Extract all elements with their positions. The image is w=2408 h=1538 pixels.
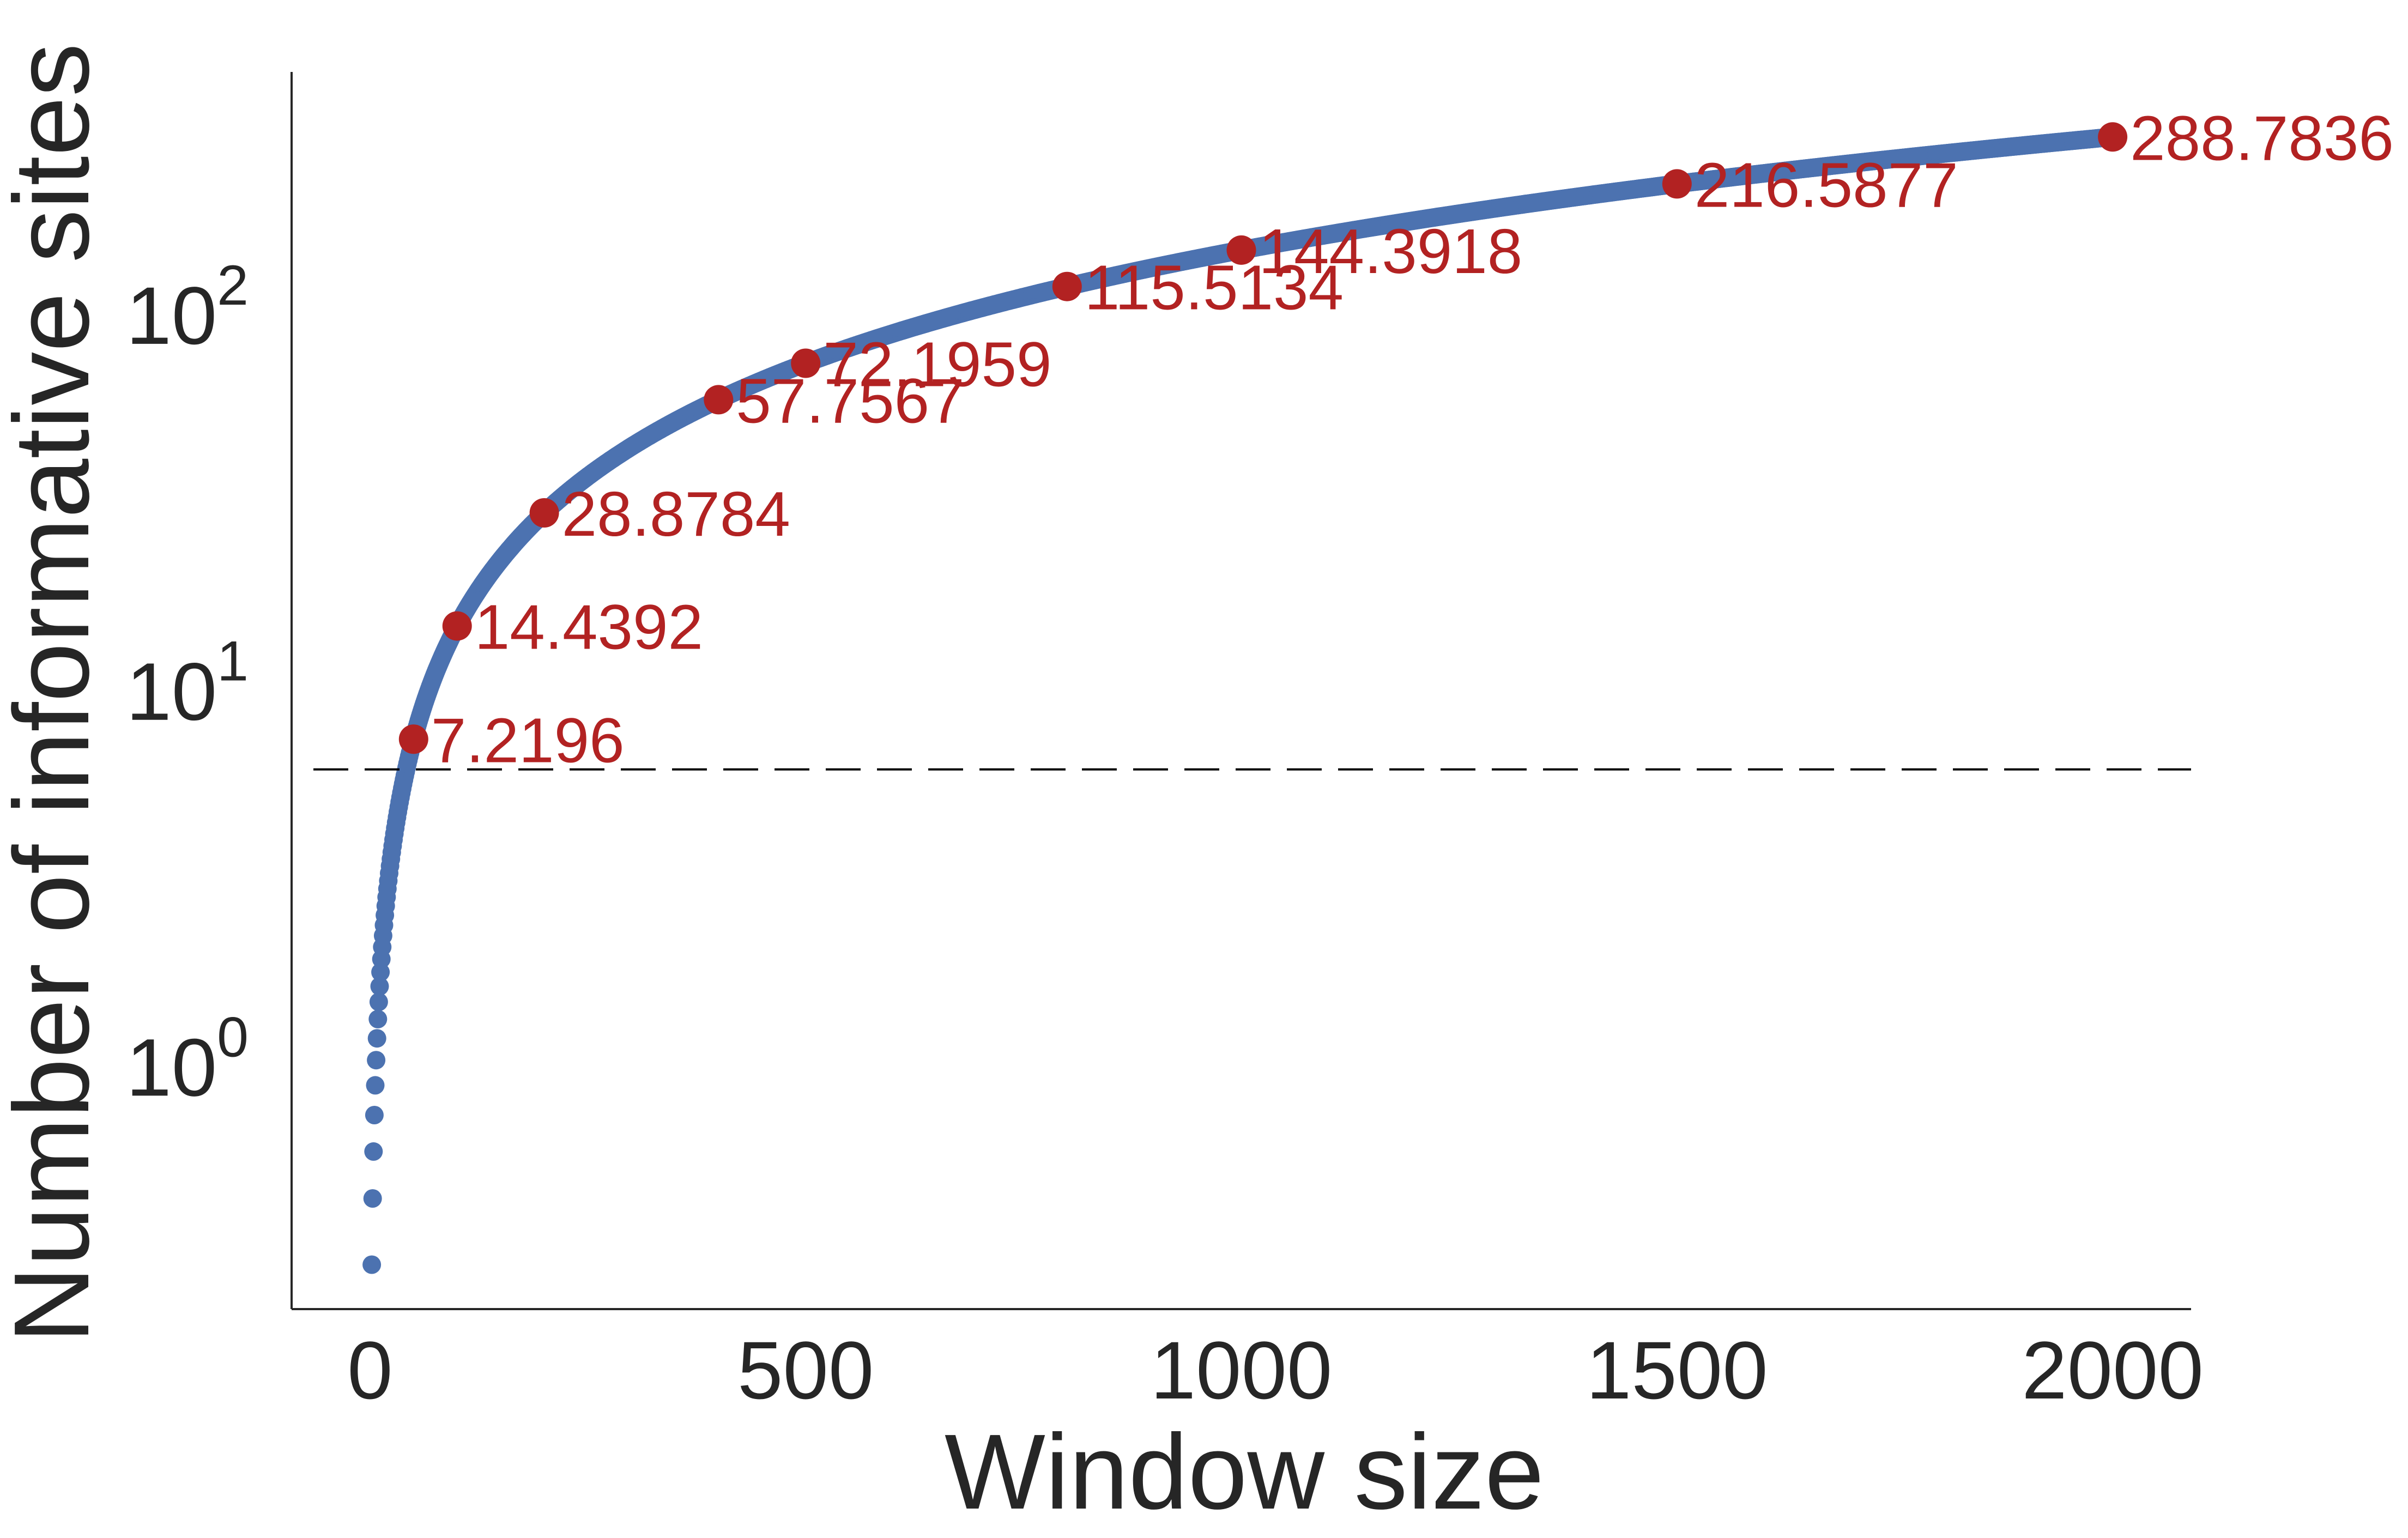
- x-tick-labels: 0 500 1000 1500 2000: [347, 1324, 2204, 1416]
- data-point-red: [1662, 169, 1692, 199]
- data-label: 7.2196: [431, 705, 625, 776]
- y-tick-base: 10: [126, 270, 217, 361]
- data-point-blue: [367, 1051, 386, 1070]
- x-tick-label: 500: [737, 1324, 874, 1416]
- y-tick-label: 100: [126, 1006, 249, 1113]
- data-point-blue: [364, 1142, 383, 1161]
- data-point-red: [791, 348, 821, 378]
- y-tick-label: 101: [126, 630, 249, 737]
- x-tick-label: 1000: [1151, 1324, 1333, 1416]
- data-point-blue: [363, 1189, 382, 1208]
- data-label: 115.5134: [1085, 252, 1344, 323]
- x-tick-label: 0: [347, 1324, 392, 1416]
- y-tick-exponent: 0: [217, 1006, 249, 1069]
- data-point-blue: [362, 1255, 382, 1274]
- y-tick-label: 102: [126, 254, 249, 361]
- data-point-blue: [368, 1009, 388, 1028]
- data-point-blue: [370, 977, 389, 996]
- data-label: 57.7567: [736, 365, 964, 436]
- data-label: 216.5877: [1695, 149, 1958, 220]
- data-point-blue: [365, 1106, 384, 1124]
- y-tick-base: 10: [126, 646, 217, 737]
- data-point-red: [1052, 271, 1082, 301]
- data-point-red: [442, 611, 472, 641]
- data-label: 288.7836: [2130, 102, 2394, 173]
- y-axis-label: Number of informative sites: [0, 43, 111, 1343]
- y-tick-exponent: 2: [217, 254, 249, 317]
- x-axis-label: Window size: [945, 1412, 1544, 1531]
- data-point-red: [2098, 122, 2128, 152]
- data-label: 144.3918: [1259, 216, 1523, 287]
- data-point-red: [1226, 235, 1256, 265]
- y-tick-base: 10: [126, 1021, 217, 1113]
- y-tick-exponent: 1: [217, 630, 249, 693]
- data-label: 14.4392: [475, 592, 703, 663]
- data-label: 72.1959: [823, 329, 1051, 400]
- x-tick-label: 1500: [1586, 1324, 1768, 1416]
- data-point-red: [529, 498, 559, 528]
- data-point-blue: [366, 1076, 385, 1095]
- data-point-red: [704, 385, 734, 415]
- x-tick-label: 2000: [2022, 1324, 2204, 1416]
- data-point-blue: [367, 1029, 386, 1048]
- series-red-points: [398, 122, 2128, 754]
- data-point-red: [398, 724, 428, 754]
- data-label: 28.8784: [562, 479, 790, 549]
- data-point-blue: [369, 992, 388, 1012]
